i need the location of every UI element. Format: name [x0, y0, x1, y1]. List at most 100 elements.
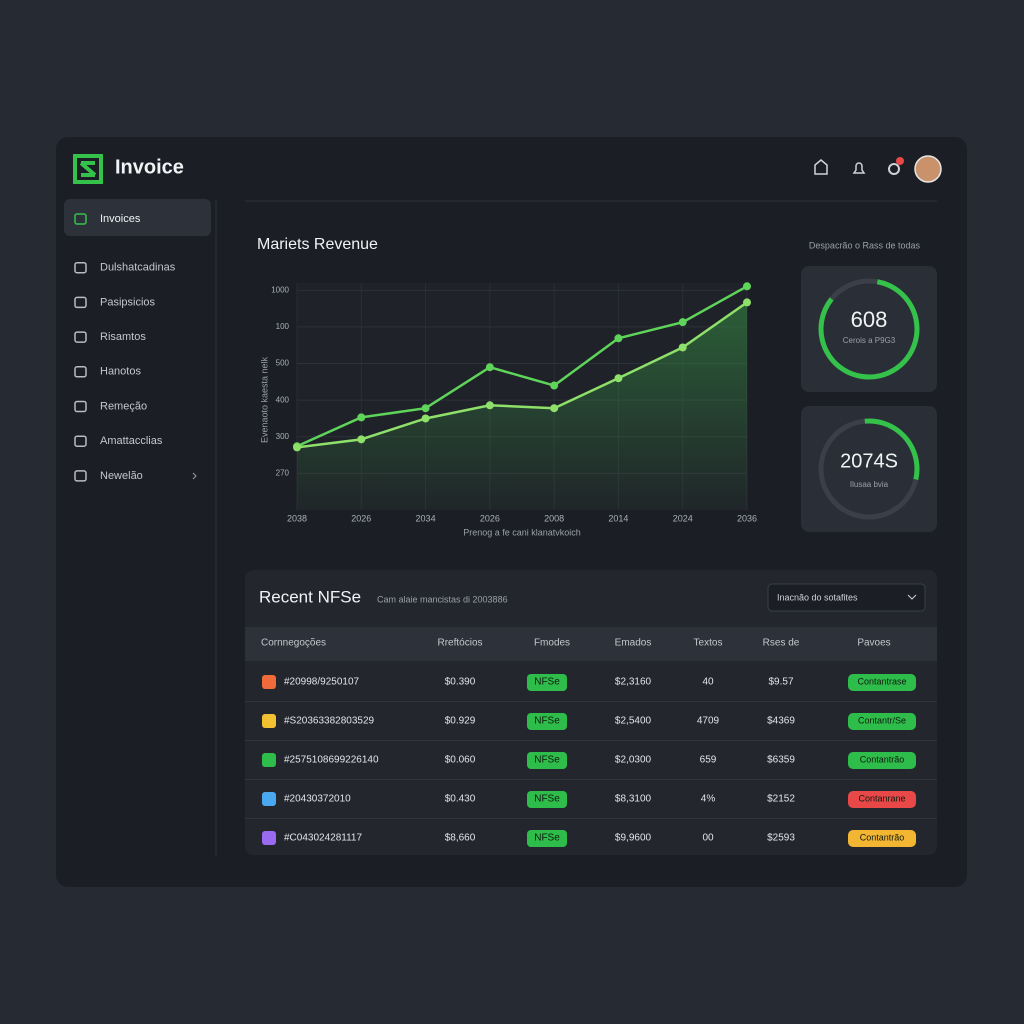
point: [357, 435, 366, 444]
tag: [527, 674, 567, 691]
nav-item[interactable]: Newelão: [100, 470, 143, 482]
point: [485, 401, 494, 410]
side-heading: Despacrão o Rass de todas: [809, 240, 921, 250]
cell: $6359: [767, 755, 795, 766]
nav-item[interactable]: Dulshatcadinas: [100, 262, 176, 274]
cell: $2,3160: [615, 677, 652, 688]
status-text: Contanrane: [858, 793, 905, 803]
table-card: [245, 570, 937, 855]
cell: 659: [700, 755, 717, 766]
column-header: Pavoes: [857, 638, 890, 649]
point: [614, 374, 623, 383]
row-icon: [262, 792, 276, 806]
y-tick-label: 100: [276, 322, 290, 331]
nav-item[interactable]: Remeção: [100, 400, 147, 412]
nav-icon: [74, 435, 87, 447]
nav-icon: [74, 296, 87, 309]
cell: $9.57: [768, 677, 793, 688]
nav-icon: [74, 366, 87, 378]
tag: [527, 752, 567, 769]
column-header: Emados: [615, 638, 652, 649]
cell: $9,9600: [615, 833, 652, 844]
settings-icon[interactable]: [888, 163, 900, 175]
line: [296, 285, 748, 448]
column-header: Rses de: [763, 638, 800, 649]
y-tick-label: 400: [276, 395, 290, 404]
table-subtitle: Cam alaie mancistas di 2003886: [377, 594, 508, 604]
cell: $2152: [767, 794, 795, 805]
cell: $2,0300: [615, 755, 652, 766]
notification-badge: [896, 157, 904, 165]
cell: #2575108699226140: [284, 755, 379, 766]
status-pill[interactable]: [848, 791, 916, 808]
line: [296, 301, 748, 449]
x-tick-label: 2034: [416, 513, 436, 523]
cell: $0.390: [445, 677, 476, 688]
cell: $4369: [767, 716, 795, 727]
gauge-value: 608: [851, 307, 888, 332]
gauge-label: Ilusaa bvia: [850, 480, 889, 489]
brand-logo: [73, 154, 103, 184]
cell: #C043024281117: [284, 833, 362, 844]
nav-icon: [74, 331, 87, 343]
gauge-label: Cerois a P9G3: [843, 336, 896, 345]
row-icon: [262, 831, 276, 845]
nav-item[interactable]: Risamtos: [100, 331, 146, 343]
point: [678, 343, 687, 352]
x-tick-label: 2026: [351, 513, 371, 523]
cell: $0.060: [445, 755, 476, 766]
point: [293, 443, 301, 452]
point: [357, 413, 366, 422]
status-text: Contantrão: [860, 754, 905, 764]
cell: #20998/9250107: [284, 677, 360, 688]
nav-item[interactable]: Pasipsicios: [100, 296, 156, 308]
row-icon: [262, 753, 276, 767]
nav-active-bg: [64, 199, 211, 236]
point: [743, 298, 751, 307]
point: [614, 334, 623, 343]
point: [550, 381, 559, 390]
y-tick-label: 500: [276, 359, 290, 368]
chart-title: Mariets Revenue: [257, 236, 378, 253]
status-pill[interactable]: [848, 713, 916, 730]
table-title: Recent NFSe: [259, 587, 361, 606]
x-tick-label: 2008: [544, 513, 564, 523]
status-text: Contantrase: [857, 676, 906, 686]
tag: [527, 713, 567, 730]
point: [421, 404, 430, 413]
cell: NFSe: [534, 755, 560, 766]
status-text: Contantrão: [860, 832, 905, 842]
cell: $8,660: [445, 833, 476, 844]
point: [550, 404, 559, 413]
row-icon: [262, 714, 276, 728]
column-header: Rreftócios: [437, 638, 482, 649]
x-tick-label: 2014: [608, 513, 628, 523]
area: [297, 302, 747, 510]
x-tick-label: 2036: [737, 513, 757, 523]
bell-icon[interactable]: [852, 162, 866, 174]
x-axis-label: Prenog a fe cani klanatvkoich: [463, 527, 581, 537]
nav-chevron: [192, 472, 197, 480]
column-header: Fmodes: [534, 638, 570, 649]
nav-item[interactable]: Amattacclias: [100, 435, 163, 447]
point: [421, 414, 430, 423]
row-icon: [262, 675, 276, 689]
cell: 40: [702, 677, 714, 688]
column-header: Textos: [694, 638, 723, 649]
avatar[interactable]: [914, 155, 942, 183]
x-tick-label: 2038: [287, 513, 307, 523]
cell: 4%: [701, 794, 716, 805]
status-pill[interactable]: [848, 830, 916, 847]
dropdown[interactable]: [767, 583, 926, 612]
table-header-bg: [245, 627, 937, 661]
point: [743, 282, 751, 291]
status-pill[interactable]: [848, 752, 916, 769]
nav-item[interactable]: Hanotos: [100, 366, 141, 378]
status-text: Contantr/Se: [858, 715, 906, 725]
cell: NFSe: [534, 716, 560, 727]
home-icon[interactable]: [814, 159, 828, 175]
gauge-arc: [818, 418, 920, 520]
status-pill[interactable]: [848, 674, 916, 691]
nav-item[interactable]: Invoices: [100, 213, 141, 225]
tag: [527, 791, 567, 808]
